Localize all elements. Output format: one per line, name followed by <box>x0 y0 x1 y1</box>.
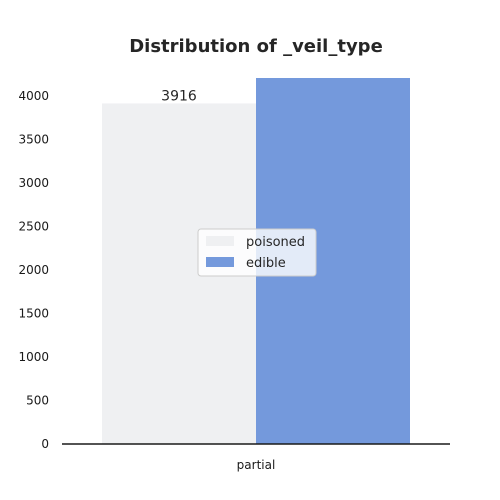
y-tick-label: 4000 <box>18 89 49 103</box>
data-labels: 3916 <box>161 88 197 104</box>
y-tick-label: 3500 <box>18 133 49 147</box>
y-tick-label: 0 <box>41 437 49 451</box>
legend: poisoned edible <box>197 228 317 277</box>
data-label-poisoned: 3916 <box>161 88 197 104</box>
legend-label-poisoned: poisoned <box>246 235 305 250</box>
y-tick-label: 2000 <box>18 263 49 277</box>
x-axis: partial <box>62 443 450 472</box>
y-axis: 0 500 1000 1500 2000 2500 3000 3500 4000 <box>18 89 49 451</box>
y-tick-label: 1000 <box>18 350 49 364</box>
y-tick-label: 500 <box>26 394 49 408</box>
x-tick-label: partial <box>237 458 276 472</box>
y-tick-label: 2500 <box>18 220 49 234</box>
legend-swatch-edible <box>206 257 234 267</box>
chart-title: Distribution of _veil_type <box>129 36 383 57</box>
y-tick-label: 3000 <box>18 176 49 190</box>
legend-label-edible: edible <box>246 256 286 271</box>
legend-swatch-poisoned <box>206 236 234 246</box>
y-tick-label: 1500 <box>18 307 49 321</box>
